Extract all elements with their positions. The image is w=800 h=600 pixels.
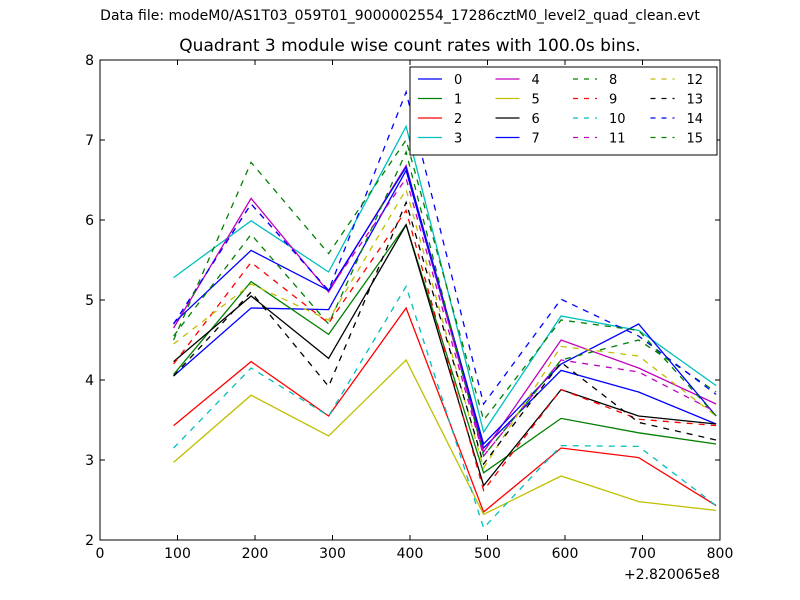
legend-label-5: 5	[532, 93, 540, 108]
legend-label-11: 11	[609, 132, 626, 147]
series-line-9	[173, 208, 717, 492]
legend-label-14: 14	[687, 112, 704, 127]
legend-label-0: 0	[454, 73, 462, 88]
legend-label-3: 3	[454, 132, 462, 147]
x-offset-label: +2.820065e8	[624, 567, 720, 583]
x-tick-label: 0	[96, 546, 105, 562]
y-tick-label: 4	[85, 373, 94, 389]
series-line-5	[173, 358, 717, 516]
y-tick-label: 2	[85, 533, 94, 549]
chart-title: Quadrant 3 module wise count rates with …	[179, 36, 641, 56]
legend-label-7: 7	[532, 132, 540, 147]
x-tick-label: 700	[629, 546, 656, 562]
y-tick-label: 8	[85, 53, 94, 69]
x-tick-label: 300	[319, 546, 346, 562]
series-line-4	[173, 163, 717, 454]
x-tick-label: 400	[397, 546, 424, 562]
y-tick-label: 5	[85, 293, 94, 309]
legend-label-15: 15	[687, 132, 704, 147]
y-tick-label: 6	[85, 213, 94, 229]
x-tick-label: 200	[242, 546, 269, 562]
legend-label-4: 4	[532, 73, 540, 88]
legend-label-1: 1	[454, 93, 462, 108]
series-line-12	[173, 187, 717, 470]
y-tick-label: 7	[85, 133, 94, 149]
legend-box	[409, 66, 718, 156]
x-tick-label: 800	[707, 546, 734, 562]
y-tick-label: 3	[85, 453, 94, 469]
x-tick-label: 600	[552, 546, 579, 562]
legend-label-2: 2	[454, 112, 462, 127]
series-line-8	[173, 150, 717, 458]
legend-label-13: 13	[687, 93, 704, 108]
legend-label-12: 12	[687, 73, 704, 88]
x-tick-label: 100	[164, 546, 191, 562]
legend-label-9: 9	[609, 93, 617, 108]
series-line-13	[173, 200, 717, 466]
series-line-10	[173, 284, 717, 530]
legend-label-10: 10	[609, 112, 626, 127]
legend-label-8: 8	[609, 73, 617, 88]
series-line-3	[173, 124, 717, 434]
x-tick-label: 500	[474, 546, 501, 562]
figure-suptitle: Data file: modeM0/AS1T03_059T01_90000025…	[100, 8, 700, 24]
legend-label-6: 6	[532, 112, 540, 127]
series-line-2	[173, 306, 717, 514]
